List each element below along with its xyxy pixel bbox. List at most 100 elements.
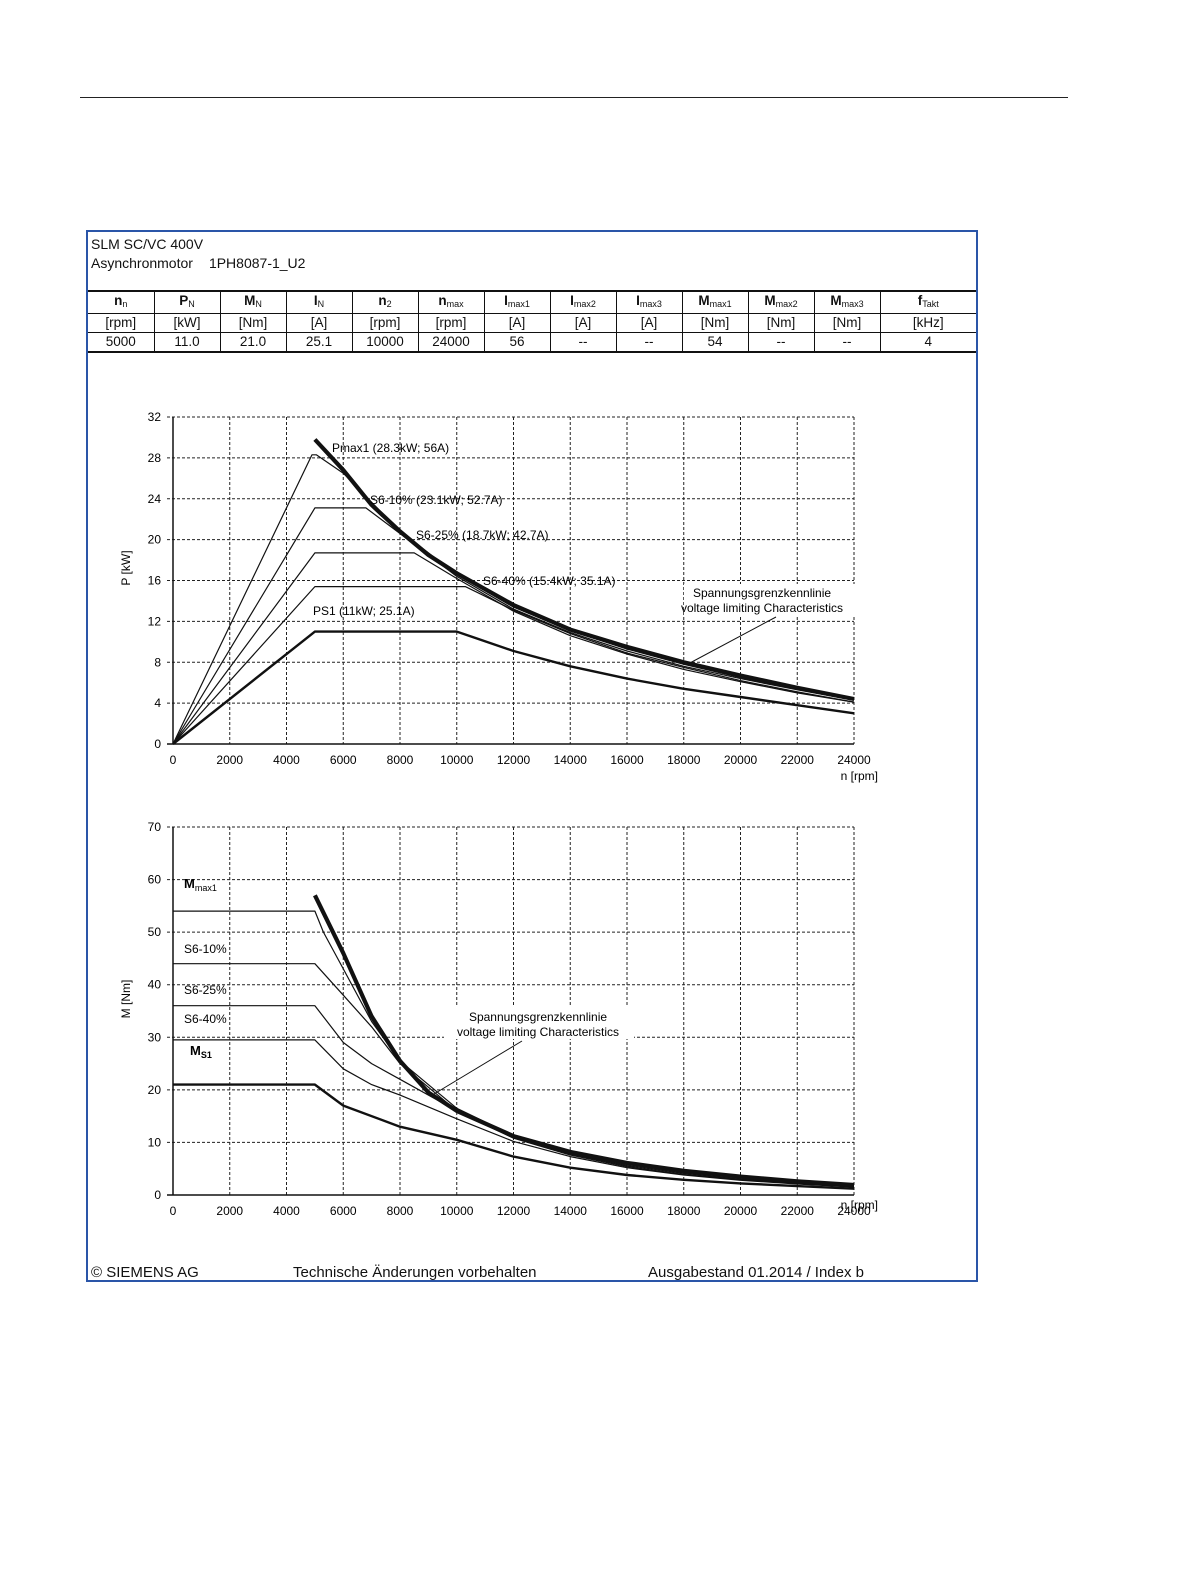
series-line-s6-40-15-4kw-35-1a	[172, 586, 855, 745]
spec-header-cell: Mmax2	[747, 290, 815, 314]
y-tick-label: 0	[154, 1188, 161, 1202]
x-tick-label: 4000	[273, 753, 300, 767]
motor-type: Asynchronmotor	[91, 255, 193, 271]
y-tick-label: 20	[148, 1083, 162, 1097]
spec-unit-cell: [A]	[285, 313, 353, 333]
s6-40-label: S6-40% (15.4kW; 35.1A)	[483, 574, 616, 588]
x-tick-label: 4000	[273, 1204, 300, 1218]
spec-unit-cell: [rpm]	[351, 313, 419, 333]
spec-unit-cell: [kHz]	[879, 313, 976, 333]
power-series	[172, 438, 855, 745]
footer-copyright: © SIEMENS AG	[91, 1264, 199, 1281]
x-tick-label: 14000	[554, 1204, 588, 1218]
x-tick-label: 20000	[724, 753, 758, 767]
spec-unit-cell: [A]	[615, 313, 683, 333]
y-tick-label: 70	[148, 820, 162, 834]
power-ticks: 0 2000 4000 6000 8000 10000 12000 14000 16000 180…	[148, 410, 871, 767]
vlim-torque-label-de: Spannungsgrenzkennlinie	[469, 1010, 607, 1024]
y-tick-label: 12	[148, 614, 162, 628]
y-tick-label: 8	[154, 655, 161, 669]
spec-header-cell: Mmax3	[813, 290, 881, 314]
x-tick-label: 0	[170, 1204, 177, 1218]
x-tick-label: 10000	[440, 753, 474, 767]
x-tick-label: 2000	[216, 1204, 243, 1218]
series-line-spannungsgrenzkennlinie	[313, 438, 855, 702]
y-tick-label: 60	[148, 873, 162, 887]
y-tick-label: 24	[148, 492, 162, 506]
pmax1-label: Pmax1 (28.3kW; 56A)	[332, 441, 449, 455]
spec-value-cell: 24000	[417, 332, 485, 353]
spec-header-cell: MN	[219, 290, 287, 314]
s6-25-label: S6-25% (18.7kW; 42.7A)	[416, 528, 549, 542]
spec-unit-cell: [rpm]	[417, 313, 485, 333]
x-tick-label: 12000	[497, 1204, 531, 1218]
power-y-axis-label: P [kW]	[119, 550, 133, 585]
spec-header-cell: PN	[153, 290, 221, 314]
s6-10-torque-label: S6-10%	[184, 942, 227, 956]
torque-y-axis-label: M [Nm]	[119, 980, 133, 1019]
spec-value-cell: --	[615, 332, 683, 353]
torque-ticks: 0 2000 4000 6000 8000 10000 12000 14000 16000 180…	[148, 820, 871, 1218]
y-tick-label: 30	[148, 1030, 162, 1044]
power-grid	[167, 416, 855, 745]
spec-header-row: nn PN MN IN n2 nmax Imax1 Imax2 Imax3 Mm…	[88, 290, 976, 314]
x-tick-label: 8000	[387, 753, 414, 767]
footer-notice: Technische Änderungen vorbehalten	[293, 1264, 537, 1281]
spec-value-cell: 25.1	[285, 332, 353, 353]
spec-header-cell: Imax1	[483, 290, 551, 314]
spec-unit-cell: [rpm]	[88, 313, 155, 333]
spec-header-cell: Mmax1	[681, 290, 749, 314]
spec-header-cell: nmax	[417, 290, 485, 314]
spec-value-cell: --	[813, 332, 881, 353]
series-line-ps1-11kw-25-1a	[172, 630, 855, 745]
ms1-label: MS1	[190, 1043, 212, 1060]
motor-code: 1PH8087-1_U2	[208, 255, 306, 271]
x-tick-label: 14000	[554, 753, 588, 767]
s6-40-torque-label: S6-40%	[184, 1012, 227, 1026]
spec-header-cell: IN	[285, 290, 353, 314]
spec-unit-cell: [Nm]	[219, 313, 287, 333]
torque-chart: 0 2000 4000 6000 8000 10000 12000 14000 16000 180…	[119, 820, 878, 1218]
spec-table: nn PN MN IN n2 nmax Imax1 Imax2 Imax3 Mm…	[88, 290, 976, 353]
x-tick-label: 8000	[387, 1204, 414, 1218]
y-tick-label: 50	[148, 925, 162, 939]
mmax1-label: Mmax1	[184, 876, 217, 893]
x-tick-label: 0	[170, 753, 177, 767]
x-tick-label: 24000	[837, 1204, 871, 1218]
footer-edition: Ausgabestand 01.2014 / Index b	[648, 1264, 865, 1281]
vlim-leader-line	[687, 616, 777, 665]
spec-value-cell: 5000	[88, 332, 155, 353]
vlim-torque-label-en: voltage limiting Characteristics	[457, 1025, 619, 1039]
spec-header-cell: Imax2	[549, 290, 617, 314]
spec-unit-cell: [kW]	[153, 313, 221, 333]
spec-units-row: [rpm] [kW] [Nm] [A] [rpm] [rpm] [A] [A] …	[88, 313, 976, 333]
vlim-label-de: Spannungsgrenzkennlinie	[693, 586, 831, 600]
vlim-torque-leader-line	[433, 1040, 523, 1095]
torque-series	[173, 894, 855, 1190]
x-tick-label: 16000	[610, 1204, 644, 1218]
y-tick-label: 32	[148, 410, 162, 424]
x-tick-label: 16000	[610, 753, 644, 767]
series-line-s6-40	[173, 1039, 855, 1188]
spec-header-cell: n2	[351, 290, 419, 314]
spec-value-cell: --	[549, 332, 617, 353]
y-tick-label: 4	[154, 696, 161, 710]
series-line-ms1	[173, 1083, 855, 1190]
x-tick-label: 22000	[781, 753, 815, 767]
x-tick-label: 20000	[724, 1204, 758, 1218]
torque-grid	[167, 826, 855, 1196]
x-tick-label: 18000	[667, 1204, 701, 1218]
spec-unit-cell: [A]	[483, 313, 551, 333]
header-title: SLM SC/VC 400V	[91, 236, 204, 252]
spec-header-cell: nn	[88, 290, 155, 314]
spec-header-cell: fTakt	[879, 290, 976, 314]
power-x-axis-label: n [rpm]	[841, 769, 878, 783]
y-tick-label: 40	[148, 978, 162, 992]
spec-value-cell: --	[747, 332, 815, 353]
spec-header-cell: Imax3	[615, 290, 683, 314]
y-tick-label: 16	[148, 574, 162, 588]
x-tick-label: 18000	[667, 753, 701, 767]
header-subtitle: Asynchronmotor 1PH8087-1_U2	[91, 255, 305, 271]
s6-10-label: S6-10% (23.1kW; 52.7A)	[370, 493, 503, 507]
spec-value-cell: 56	[483, 332, 551, 353]
